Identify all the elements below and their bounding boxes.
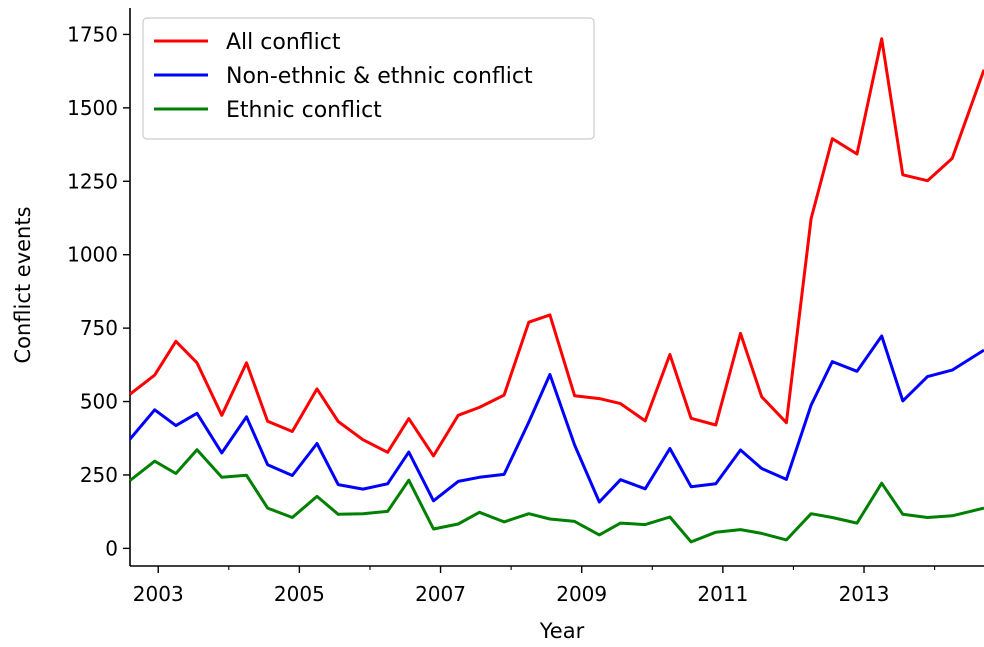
x-tick-label: 2003 bbox=[133, 582, 184, 606]
series-layer bbox=[128, 37, 984, 544]
y-tick-label: 250 bbox=[80, 463, 118, 487]
legend-frame bbox=[142, 17, 595, 140]
legend-label-2: Non-ethnic & ethnic conflict bbox=[226, 64, 533, 89]
y-tick-label: 1750 bbox=[67, 22, 118, 46]
x-tick-label: 2007 bbox=[415, 582, 466, 606]
series-line-1 bbox=[129, 37, 984, 458]
y-tick-label: 750 bbox=[80, 316, 118, 340]
x-tick-label: 2011 bbox=[697, 582, 748, 606]
legend: All conflict Non-ethnic & ethnic conflict… bbox=[142, 17, 595, 140]
legend-label-1: All conflict bbox=[226, 30, 341, 55]
y-tick-label: 1500 bbox=[67, 96, 118, 120]
legend-label-3: Ethnic conflict bbox=[226, 98, 382, 123]
y-axis-title: Conflict events bbox=[11, 206, 35, 363]
y-tick-label: 1000 bbox=[67, 243, 118, 267]
y-tick-label: 1250 bbox=[67, 169, 118, 193]
x-tick-label: 2005 bbox=[274, 582, 325, 606]
y-tick-label: 0 bbox=[105, 536, 118, 560]
x-axis: 2003 2005 2007 2009 2011 2013 bbox=[130, 565, 984, 606]
x-tick-label: 2009 bbox=[556, 582, 607, 606]
y-axis: 0 250 500 750 1000 1250 1500 1750 bbox=[67, 8, 131, 566]
x-axis-title: Year bbox=[539, 619, 585, 643]
series-line-3 bbox=[129, 448, 984, 544]
y-tick-label: 500 bbox=[80, 390, 118, 414]
x-tick-label: 2013 bbox=[839, 582, 890, 606]
series-line-2 bbox=[128, 334, 984, 504]
